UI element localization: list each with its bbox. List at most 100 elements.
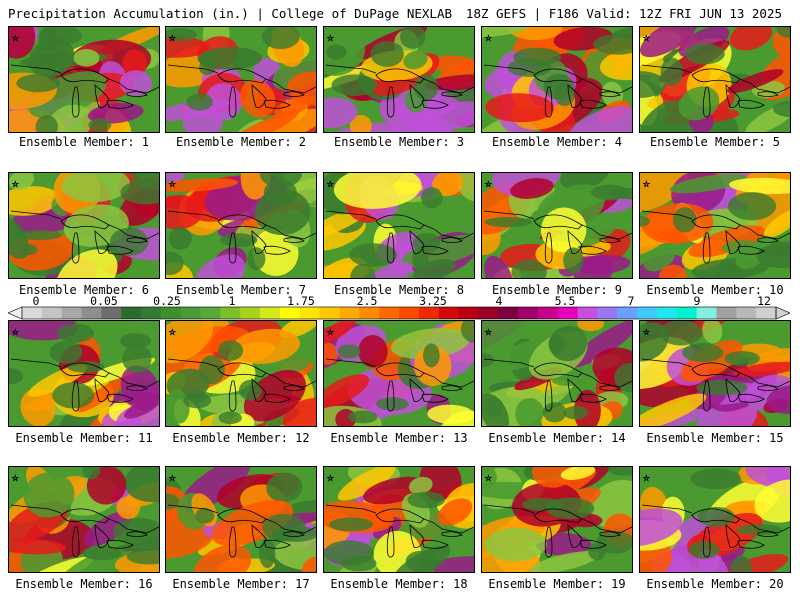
dry-area: [522, 498, 563, 511]
dry-area: [19, 244, 38, 256]
ensemble-member-map: ☆: [8, 26, 160, 133]
model-run-info: 18Z GEFS | F186 Valid: 12Z FRI JUN 13 20…: [465, 6, 782, 21]
colorbar-tick-label: 5.5: [554, 294, 576, 308]
precip-blob: [324, 97, 358, 129]
precip-blob: [282, 397, 316, 426]
colorbar-swatch: [438, 307, 459, 319]
dry-area: [271, 525, 316, 542]
precip-blob: [640, 508, 683, 547]
dry-area: [145, 535, 159, 547]
dry-area: [593, 34, 632, 55]
colorbar-swatch: [577, 307, 598, 319]
precip-blob: [669, 173, 748, 194]
border-outline: [167, 504, 316, 534]
border-outline: [641, 358, 790, 388]
ensemble-member-map: ☆: [8, 466, 160, 573]
border-outline: [10, 504, 159, 534]
ensemble-member-label: Ensemble Member: 15: [646, 431, 784, 445]
dry-area: [219, 233, 258, 247]
dry-area: [716, 262, 744, 278]
ensemble-member-map: ☆: [481, 26, 633, 133]
dry-area: [640, 325, 656, 337]
precip-field: ☆: [324, 321, 474, 426]
dry-area: [67, 361, 105, 373]
precip-blob: [272, 49, 316, 91]
precip-blob: [413, 207, 469, 239]
precip-field: ☆: [482, 467, 632, 572]
dry-area: [511, 259, 547, 278]
colorbar-swatch: [716, 307, 737, 319]
precip-blob: [640, 393, 707, 426]
precip-field: ☆: [9, 467, 159, 572]
ensemble-member-label: Ensemble Member: 4: [491, 135, 623, 149]
precip-blob: [432, 173, 464, 197]
precip-field: ☆: [166, 321, 316, 426]
precip-blob: [482, 393, 510, 426]
star-icon: ☆: [485, 31, 492, 44]
dry-area: [82, 467, 101, 480]
ensemble-member-label: Ensemble Member: 2: [175, 135, 307, 149]
precip-blob: [732, 361, 790, 377]
dry-area: [81, 545, 122, 561]
precip-blob: [728, 177, 790, 195]
colorbar-swatch: [498, 307, 519, 319]
colorbar-swatch: [101, 307, 122, 319]
dry-area: [405, 550, 437, 572]
border-outline: [483, 358, 632, 388]
dry-area: [640, 216, 650, 227]
precip-blob: [20, 388, 56, 426]
precip-blob: [358, 335, 388, 368]
precip-blob: [324, 342, 339, 365]
precip-blob: [506, 27, 563, 41]
colorbar-tick-label: 2.5: [356, 294, 378, 308]
colorbar-swatch: [458, 307, 479, 319]
colorbar-tick-label: 0: [32, 294, 40, 308]
precip-blob: [240, 79, 276, 118]
ensemble-member-label: Ensemble Member: 10: [646, 283, 784, 297]
star-icon: ☆: [327, 471, 334, 484]
dry-area: [337, 344, 361, 359]
colorbar-tick-label: 0.25: [153, 294, 181, 308]
precip-blob: [324, 257, 368, 278]
dry-area: [376, 397, 409, 411]
precip-blob: [301, 556, 316, 572]
dry-area: [563, 406, 588, 420]
precip-blob: [120, 333, 151, 349]
ensemble-member-map: ☆: [165, 320, 317, 427]
border-outline: [325, 64, 474, 94]
precip-blob: [166, 173, 186, 183]
dry-area: [727, 192, 777, 221]
ensemble-member-label: Ensemble Member: 14: [488, 431, 626, 445]
dry-area: [88, 118, 112, 132]
dry-area: [199, 355, 225, 385]
star-icon: ☆: [12, 31, 19, 44]
great-lakes-outline: [375, 68, 463, 118]
colorbar-swatch: [160, 307, 182, 319]
border-outline: [10, 210, 159, 240]
ensemble-member-label: Ensemble Member: 20: [646, 577, 784, 591]
ensemble-member-map: ☆: [8, 172, 160, 279]
colorbar-swatch: [656, 307, 678, 319]
ensemble-member-map: ☆: [481, 466, 633, 573]
colorbar-tick-label: 1: [228, 294, 236, 308]
dry-area: [772, 100, 790, 118]
dry-area: [673, 207, 697, 233]
precip-blob: [47, 104, 93, 132]
precip-blob: [659, 264, 687, 278]
dry-area: [614, 363, 632, 393]
precip-blob: [725, 554, 789, 572]
colorbar-min-arrow: [8, 306, 23, 320]
border-outline: [167, 358, 316, 388]
dry-area: [218, 411, 242, 425]
precip-blob: [390, 328, 470, 359]
star-icon: ☆: [12, 177, 19, 190]
ensemble-member-map: ☆: [481, 320, 633, 427]
colorbar-swatch: [418, 307, 439, 319]
colorbar-tick-label: 7: [627, 294, 635, 308]
dry-area: [370, 41, 404, 67]
colorbar-swatch: [279, 307, 301, 319]
great-lakes-outline: [375, 214, 463, 264]
colorbar-tick-label: 12: [757, 294, 771, 308]
great-lakes-outline: [533, 68, 621, 118]
dry-area: [341, 555, 377, 572]
